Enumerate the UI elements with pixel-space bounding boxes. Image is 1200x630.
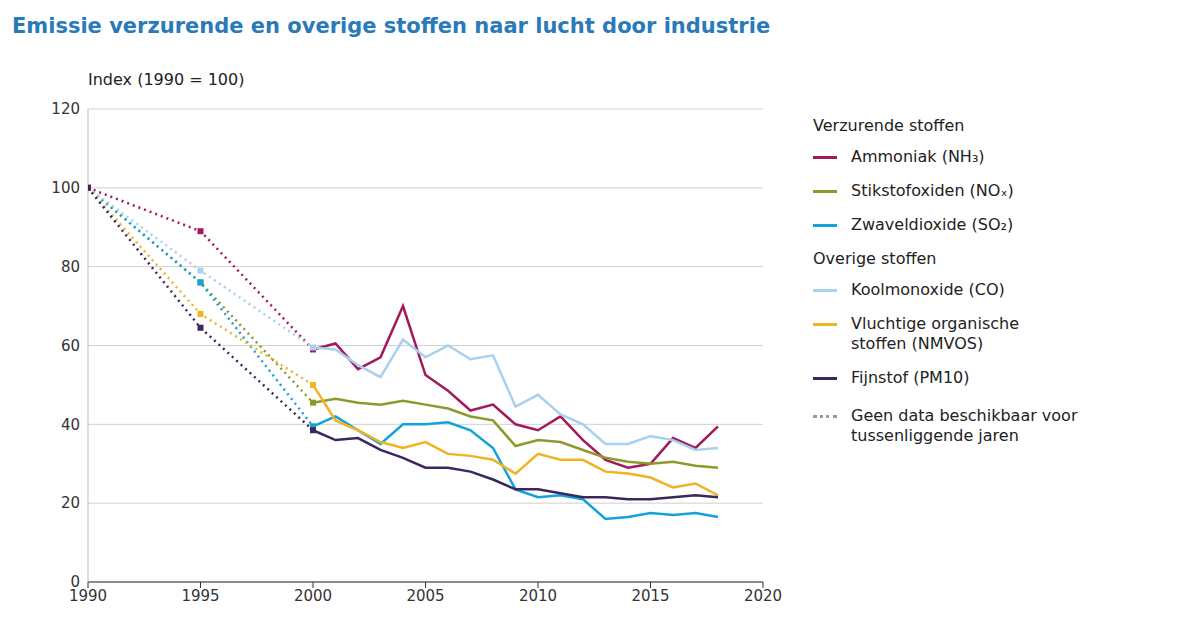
- svg-text:2015: 2015: [631, 587, 669, 605]
- svg-text:100: 100: [51, 179, 80, 197]
- html-text:Koolmonoxide (CO): Koolmonoxide (CO): [851, 280, 1005, 299]
- html-text:Zwaveldioxide (SO₂): Zwaveldioxide (SO₂): [851, 215, 1014, 234]
- html-text:Stikstofoxiden (NOₓ): Stikstofoxiden (NOₓ): [851, 181, 1014, 200]
- svg-text:1995: 1995: [181, 587, 219, 605]
- svg-text:80: 80: [61, 258, 80, 276]
- html-text:Emissie verzurende en overige: Emissie verzurende en overige stoffen na…: [12, 14, 771, 38]
- html-text:Geen data beschikbaar voor tus: Geen data beschikbaar voor tussenliggend…: [851, 406, 1078, 445]
- svg-text:2005: 2005: [406, 587, 444, 605]
- svg-text:120: 120: [51, 100, 80, 118]
- svg-text:2010: 2010: [519, 587, 557, 605]
- html-text:Ammoniak (NH₃): Ammoniak (NH₃): [851, 147, 985, 166]
- svg-text:2020: 2020: [744, 587, 782, 605]
- svg-text:20: 20: [61, 494, 80, 512]
- html-text:Overige stoffen: Overige stoffen: [813, 249, 937, 268]
- html-text:Vluchtige organische stoffen (: Vluchtige organische stoffen (NMVOS): [851, 314, 1019, 353]
- svg-text:2000: 2000: [294, 587, 332, 605]
- html-text:Index (1990 = 100): Index (1990 = 100): [88, 70, 245, 89]
- svg-text:1990: 1990: [68, 586, 108, 605]
- svg-text:60: 60: [61, 337, 80, 355]
- svg-text:40: 40: [61, 416, 80, 434]
- html-text:Verzurende stoffen: Verzurende stoffen: [813, 116, 965, 135]
- html-text:Fijnstof (PM10): Fijnstof (PM10): [851, 368, 970, 387]
- svg-text:0: 0: [70, 573, 80, 591]
